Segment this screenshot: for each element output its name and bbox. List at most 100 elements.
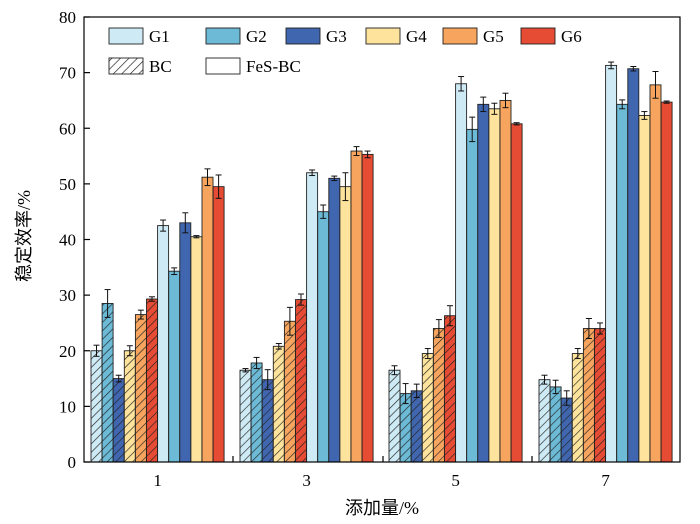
bar-g2-fes-bc-7: [616, 103, 629, 463]
bar-g1-fes-bc-7: [605, 64, 618, 463]
error-bar: [104, 289, 111, 318]
error-bar: [652, 71, 659, 99]
bar-g2-fes-bc-5: [466, 128, 479, 463]
bar-g5-fes-bc-7: [649, 84, 662, 463]
bar-g1-bc-7-hatch: [539, 379, 550, 462]
bar-g2-fes-bc-1: [168, 270, 181, 463]
error-bar: [286, 306, 293, 336]
error-bar: [597, 322, 603, 335]
bar-g5-bc-1-hatch: [135, 314, 147, 462]
legend-swatch-g4: [365, 27, 401, 45]
error-bar: [402, 383, 409, 405]
bar-g4-bc-5-hatch: [422, 353, 434, 462]
bar-g5-fes-bc-5: [499, 99, 512, 463]
legend-swatch-g2: [205, 27, 241, 45]
error-bar: [447, 305, 453, 327]
y-tick-label: 30: [59, 286, 76, 305]
bar-g2-bc-5-hatch: [400, 393, 412, 462]
bar-g2-fes-bc-3: [317, 211, 330, 463]
error-bar: [149, 296, 155, 302]
error-bar: [574, 348, 581, 360]
error-bar: [253, 356, 260, 370]
error-bar: [619, 99, 626, 110]
bar-g3-fes-bc-1: [179, 222, 192, 463]
error-bar: [424, 348, 431, 360]
bar-g6-fes-bc-3: [361, 153, 374, 463]
error-bars-layer: [93, 61, 670, 406]
bar-g6-fes-bc-5: [510, 123, 523, 463]
bar-g1-fes-bc-5: [455, 83, 468, 463]
bar-g4-bc-1-hatch: [124, 350, 136, 462]
bar-g4-fes-bc-5: [488, 108, 501, 463]
bar-g1-bc-1-hatch: [91, 350, 102, 462]
error-bar: [182, 212, 189, 234]
axes-layer: 0 10 20 30 40 50 60 70 80 1 3 5 7: [59, 8, 681, 490]
bar-g1-fes-bc-1: [157, 225, 170, 463]
error-bar: [563, 390, 570, 406]
bar-g6-bc-7-hatch: [594, 328, 606, 462]
error-bar: [160, 219, 167, 232]
error-bar: [137, 309, 144, 320]
error-bar: [298, 293, 304, 306]
error-bar: [480, 96, 487, 113]
legend-swatch-g3: [285, 27, 321, 45]
bar-g1-bc-3-hatch: [240, 370, 251, 462]
error-bar: [115, 374, 122, 383]
error-bar: [364, 150, 371, 159]
error-bar: [275, 343, 282, 350]
y-tick-label: 80: [59, 8, 76, 27]
error-bar: [608, 61, 615, 70]
error-bar: [552, 379, 559, 395]
bar-g6-bc-3-hatch: [295, 299, 307, 462]
error-bar: [193, 235, 200, 239]
y-tick-label: 20: [59, 342, 76, 361]
legend-label-g4: G4: [406, 27, 427, 46]
bar-g6-fes-bc-7: [660, 101, 673, 463]
y-tick-label: 50: [59, 175, 76, 194]
error-bar: [413, 383, 420, 398]
error-bar: [215, 174, 222, 199]
bar-g3-bc-7-hatch: [561, 398, 573, 462]
x-tick-label: 1: [153, 471, 162, 490]
y-tick-label: 0: [68, 453, 77, 472]
y-tick-label: 70: [59, 64, 76, 83]
error-bar: [242, 368, 249, 373]
bar-g5-bc-5-hatch: [433, 328, 445, 462]
bar-g3-fes-bc-3: [328, 177, 341, 463]
y-tick-label: 40: [59, 231, 76, 250]
error-bar: [585, 317, 592, 340]
legend-label-g6: G6: [561, 27, 582, 46]
bar-g2-bc-7-hatch: [550, 386, 562, 462]
bar-g5-bc-3-hatch: [284, 321, 296, 462]
y-tick-label: 60: [59, 119, 76, 138]
bar-g6-fes-bc-1: [212, 186, 225, 463]
legend-label-g5: G5: [483, 27, 504, 46]
legend-label-fes-bc: FeS-BC: [246, 57, 301, 76]
error-bar: [353, 146, 360, 157]
error-bar: [342, 172, 349, 202]
error-bar: [630, 66, 637, 72]
legend-label-bc: BC: [149, 57, 172, 76]
error-bar: [458, 76, 465, 92]
error-bar: [502, 92, 509, 109]
error-bar: [93, 344, 100, 357]
bar-g6-bc-1-hatch: [146, 299, 158, 462]
bar-g2-bc-1-hatch: [102, 303, 114, 462]
legend-swatch-g1: [108, 27, 144, 45]
x-tick-label: 5: [451, 471, 460, 490]
error-bar: [663, 100, 670, 104]
error-bar: [491, 102, 498, 115]
legend-swatch-hatch: [109, 58, 143, 74]
bar-g4-fes-bc-1: [190, 236, 203, 463]
bar-g5-bc-7-hatch: [583, 328, 595, 462]
bar-g4-fes-bc-7: [638, 115, 651, 463]
bar-g4-bc-3-hatch: [273, 346, 285, 462]
error-bar: [331, 175, 338, 182]
bar-g3-fes-bc-5: [477, 103, 490, 463]
x-tick-label: 7: [601, 471, 610, 490]
bar-g3-bc-3-hatch: [262, 379, 274, 462]
legend-label-g2: G2: [246, 27, 267, 46]
bar-g5-fes-bc-1: [201, 176, 214, 463]
legend-swatch-g5: [442, 27, 478, 45]
bar-g5-fes-bc-3: [350, 150, 363, 463]
